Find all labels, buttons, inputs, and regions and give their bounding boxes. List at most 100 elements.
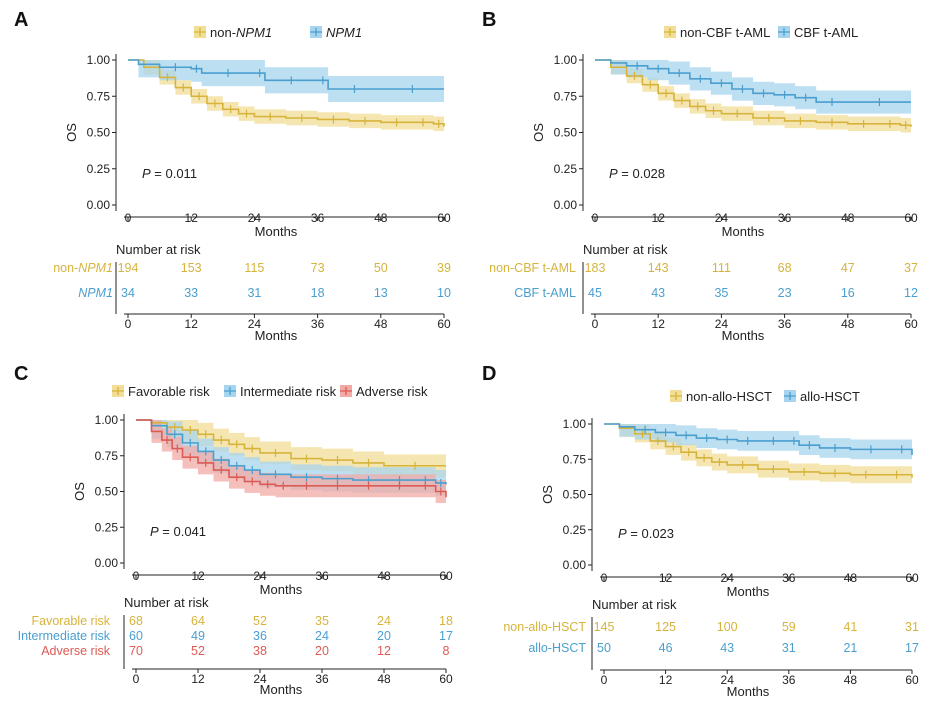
risk-count: 41 [843, 620, 857, 634]
y-tick-label: 0.50 [554, 126, 578, 140]
legend-key-icon [112, 387, 124, 395]
y-tick-label: 1.00 [95, 413, 119, 427]
risk-x-tick-label: 24 [721, 673, 735, 687]
risk-count: 100 [717, 620, 738, 634]
risk-label-prefix: non- [53, 261, 78, 275]
risk-count: 59 [782, 620, 796, 634]
risk-count: 49 [191, 629, 205, 643]
risk-count: 34 [121, 286, 135, 300]
risk-count: 194 [118, 261, 139, 275]
risk-count: 17 [905, 641, 919, 655]
legend-label-0: non-CBF t-AML [680, 25, 770, 40]
risk-row-label-1: allo-HSCT [528, 641, 586, 655]
risk-table-title: Number at risk [592, 597, 677, 612]
y-axis-label: OS [64, 123, 79, 142]
legend-label-0: Favorable risk [128, 384, 210, 399]
risk-x-tick-label: 12 [185, 317, 199, 331]
risk-count: 12 [904, 286, 918, 300]
p-value-text: = 0.011 [151, 166, 197, 181]
legend-key-icon [784, 392, 796, 400]
panel-letter: D [482, 363, 496, 385]
risk-count: 13 [374, 286, 388, 300]
y-tick-label: 1.00 [563, 417, 587, 431]
risk-x-axis-label: Months [255, 328, 298, 343]
legend-name: Adverse risk [356, 384, 428, 399]
risk-count: 115 [244, 261, 264, 275]
risk-count: 68 [129, 614, 143, 628]
y-tick-label: 0.50 [563, 488, 587, 502]
y-tick-label: 0.75 [87, 89, 111, 103]
x-tick-label: 12 [659, 571, 673, 585]
risk-x-tick-label: 24 [248, 317, 262, 331]
risk-count: 125 [655, 620, 676, 634]
risk-x-tick-label: 24 [253, 672, 267, 686]
risk-x-tick-label: 0 [133, 672, 140, 686]
risk-count: 33 [184, 286, 198, 300]
risk-count: 47 [841, 261, 855, 275]
risk-table-title: Number at risk [116, 242, 201, 257]
risk-x-axis-label: Months [722, 328, 765, 343]
ci-band-0 [595, 60, 911, 134]
x-tick-label: 48 [377, 569, 391, 583]
p-value-text: = 0.028 [618, 166, 665, 181]
risk-label-name: Intermediate risk [18, 629, 111, 643]
panel-letter: A [14, 9, 28, 31]
risk-count: 35 [714, 286, 728, 300]
legend-key-icon [664, 28, 676, 36]
risk-count: 46 [659, 641, 673, 655]
risk-x-tick-label: 24 [715, 317, 729, 331]
x-tick-label: 24 [721, 571, 735, 585]
risk-count: 145 [594, 620, 615, 634]
y-tick-label: 0.25 [554, 162, 578, 176]
risk-count: 68 [778, 261, 792, 275]
y-tick-label: 0.00 [87, 198, 111, 212]
legend-name: NPM1 [326, 25, 362, 40]
ci-band-1 [604, 424, 912, 465]
legend-label-0: non-NPM1 [210, 25, 272, 40]
legend-key-icon [670, 392, 682, 400]
risk-x-tick-label: 48 [844, 673, 858, 687]
legend-name: allo-HSCT [800, 389, 860, 404]
risk-count: 18 [439, 614, 453, 628]
legend-label-1: Intermediate risk [240, 384, 337, 399]
risk-label-name: NPM1 [78, 261, 113, 275]
risk-count: 21 [843, 641, 857, 655]
legend-name: Intermediate risk [240, 384, 337, 399]
risk-x-tick-label: 48 [377, 672, 391, 686]
risk-count: 31 [247, 286, 261, 300]
risk-count: 39 [437, 261, 451, 275]
risk-x-tick-label: 0 [125, 317, 132, 331]
risk-count: 18 [311, 286, 325, 300]
risk-label-name: NPM1 [78, 286, 113, 300]
legend-key-icon [340, 387, 352, 395]
x-tick-label: 48 [844, 571, 858, 585]
risk-label-name: non-CBF t-AML [489, 261, 576, 275]
legend-name: Favorable risk [128, 384, 210, 399]
risk-count: 17 [439, 629, 453, 643]
risk-count: 111 [712, 261, 731, 275]
panel-letter: B [482, 9, 496, 31]
risk-count: 10 [437, 286, 451, 300]
legend-prefix: non- [210, 25, 236, 40]
risk-count: 12 [377, 644, 391, 658]
y-tick-label: 0.00 [554, 198, 578, 212]
legend-label-1: NPM1 [326, 25, 362, 40]
risk-x-tick-label: 12 [191, 672, 205, 686]
y-axis-label: OS [72, 482, 87, 501]
survival-curve-1 [595, 59, 911, 103]
y-tick-label: 1.00 [87, 53, 111, 67]
risk-x-tick-label: 60 [437, 317, 451, 331]
y-tick-label: 0.75 [563, 452, 587, 466]
risk-count: 60 [129, 629, 143, 643]
risk-x-tick-label: 36 [782, 673, 796, 687]
risk-row-label-0: non-CBF t-AML [489, 261, 576, 275]
risk-count: 20 [315, 644, 329, 658]
legend-label-0: non-allo-HSCT [686, 389, 772, 404]
risk-x-tick-label: 60 [905, 673, 919, 687]
risk-label-name: CBF t-AML [514, 286, 576, 300]
x-axis-label: Months [722, 224, 765, 239]
p-value-symbol: P [142, 166, 151, 181]
x-tick-label: 48 [841, 211, 855, 225]
panel-a: A 0.00 0.25 0.50 0.75 1.00 0 12 24 36 48 60 Months OS… [14, 9, 451, 343]
